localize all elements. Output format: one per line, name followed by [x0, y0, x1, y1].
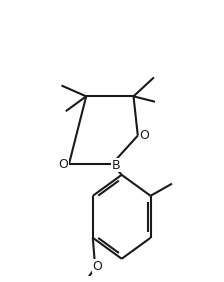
Text: O: O	[92, 260, 102, 273]
Text: B: B	[112, 159, 121, 172]
Text: O: O	[139, 129, 149, 142]
Text: O: O	[59, 158, 69, 171]
